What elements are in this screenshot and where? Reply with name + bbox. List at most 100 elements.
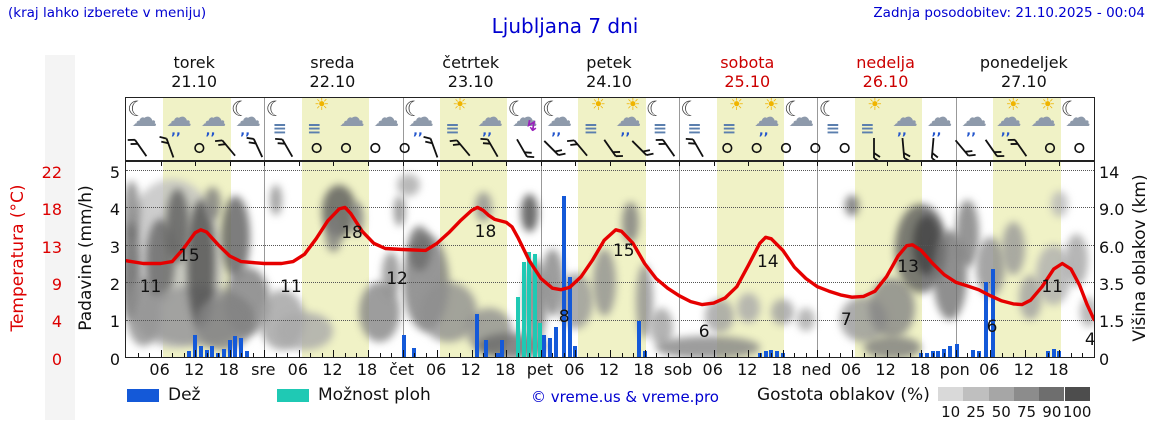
cloud-density-blob [393, 196, 406, 227]
calm-wind-icon [370, 142, 381, 154]
left-margin-band [45, 55, 75, 420]
rain-bar [567, 276, 572, 357]
rain-bar [984, 282, 989, 357]
calm-wind-icon [780, 142, 792, 154]
hour-tick [506, 350, 508, 357]
cloud-density-blob [955, 199, 979, 268]
calm-wind-icon [399, 142, 410, 154]
calm-wind-icon [311, 142, 322, 154]
temperature-value-label: 18 [474, 222, 497, 243]
hour-tick-top [471, 162, 473, 166]
hour-tick [1013, 353, 1015, 357]
hour-tick [321, 353, 323, 357]
rain-bar [210, 345, 215, 357]
precip-axis-tick: 2 [109, 275, 120, 294]
day-header-sreda: sreda 22.10 [309, 53, 356, 91]
temperature-value-label: 11 [280, 276, 302, 297]
cloud-density-blob [771, 299, 795, 326]
hour-tick-top [437, 162, 439, 166]
hour-tick [1059, 350, 1061, 357]
hour-tick [852, 350, 853, 357]
horizontal-gridline [126, 319, 1094, 321]
hour-tick [759, 353, 761, 357]
hour-tick [414, 353, 416, 357]
day-header-torek: torek 21.10 [171, 53, 218, 91]
hour-tick [828, 353, 830, 357]
precip-axis-tick: 1 [109, 312, 120, 332]
hour-tick [368, 350, 369, 357]
hour-tick [863, 353, 865, 357]
rain-bar [233, 336, 238, 357]
hour-tick [437, 350, 439, 357]
wind-barb-icon [685, 137, 704, 158]
wind-barb-icon [214, 139, 236, 157]
hour-tick [702, 353, 704, 357]
day-abbrev-label: sre [251, 360, 276, 379]
rain-bar [936, 351, 941, 357]
hour-tick [563, 353, 565, 357]
weather-icon-cloud-rain: ☁ ‚‚ [891, 103, 918, 139]
hour-tick-top [782, 162, 784, 166]
hour-label: 18 [356, 360, 378, 379]
cloud-density-blob [203, 186, 222, 221]
weather-icon-cloud-rain: ☁ ‚‚ [200, 103, 227, 139]
hour-tick [1024, 350, 1026, 357]
cloud-height-axis-tick: 6.0 [1099, 237, 1125, 257]
hour-tick-top [990, 162, 992, 166]
hour-tick-top [229, 162, 231, 166]
cloud-density-blob [270, 184, 282, 215]
hour-tick-top [575, 162, 577, 166]
credit-link[interactable]: © vreme.us & vreme.pro [531, 388, 719, 406]
calm-wind-icon [751, 142, 762, 154]
rain-legend-swatch [127, 389, 159, 402]
hour-tick [275, 353, 277, 357]
midnight-gridline [817, 162, 819, 357]
cloud-height-axis-tick: 3.5 [1099, 275, 1125, 294]
hour-tick [195, 350, 197, 357]
hour-tick [160, 350, 162, 357]
hour-tick [656, 353, 658, 357]
wind-barb-icon [873, 138, 881, 160]
weather-icon-moon-cloud: ☾ ☁ [1060, 97, 1091, 133]
temperature-value-label: 13 [897, 256, 919, 277]
shower-legend-swatch [277, 389, 309, 402]
hour-tick [379, 353, 381, 357]
cloud-density-blob [520, 194, 538, 232]
hour-tick [575, 350, 577, 357]
midnight-gridline [679, 162, 681, 357]
rain-bar [483, 340, 488, 357]
hour-label: 06 [425, 360, 447, 379]
hour-tick [955, 350, 957, 357]
wind-barb-icon [566, 139, 588, 157]
hour-label: 06 [287, 360, 309, 379]
wind-barb-icon [1007, 138, 1028, 157]
hour-tick [944, 353, 946, 357]
hour-tick [586, 353, 588, 357]
hour-tick [218, 353, 220, 357]
weather-icon-sun-fog: ☀ ≡ [307, 97, 330, 139]
temperature-value-label: 8 [558, 306, 570, 327]
hour-tick [679, 350, 681, 357]
rain-bar [412, 347, 417, 357]
hour-tick [886, 350, 888, 357]
rain-legend-label: Dež [168, 385, 201, 405]
hour-tick-top [298, 162, 300, 166]
hour-label: 06 [840, 360, 862, 379]
cloud-density-blob [1050, 190, 1069, 217]
weather-icon-moon-cloud-rain: ☾ ☁ ‚‚ [403, 97, 434, 139]
hour-tick [644, 350, 646, 357]
temperature-value-label: 6 [986, 316, 998, 337]
cloud-density-blob [221, 196, 250, 279]
weather-icon-moon-fog: ☾ ≡ [645, 97, 668, 139]
cloud-density-blob [1079, 297, 1094, 328]
rain-bar [499, 340, 504, 357]
temperature-value-label: 7 [840, 310, 852, 331]
hour-tick-top [1059, 162, 1061, 166]
wind-barb-icon [631, 140, 654, 156]
temperature-value-label: 14 [756, 252, 779, 273]
cloud-density-blob [863, 336, 922, 357]
hour-tick [333, 350, 335, 357]
weather-icon-moon-cloud: ☾ ☁ [784, 97, 815, 133]
day-header-nedelja: nedelja 26.10 [856, 53, 915, 91]
